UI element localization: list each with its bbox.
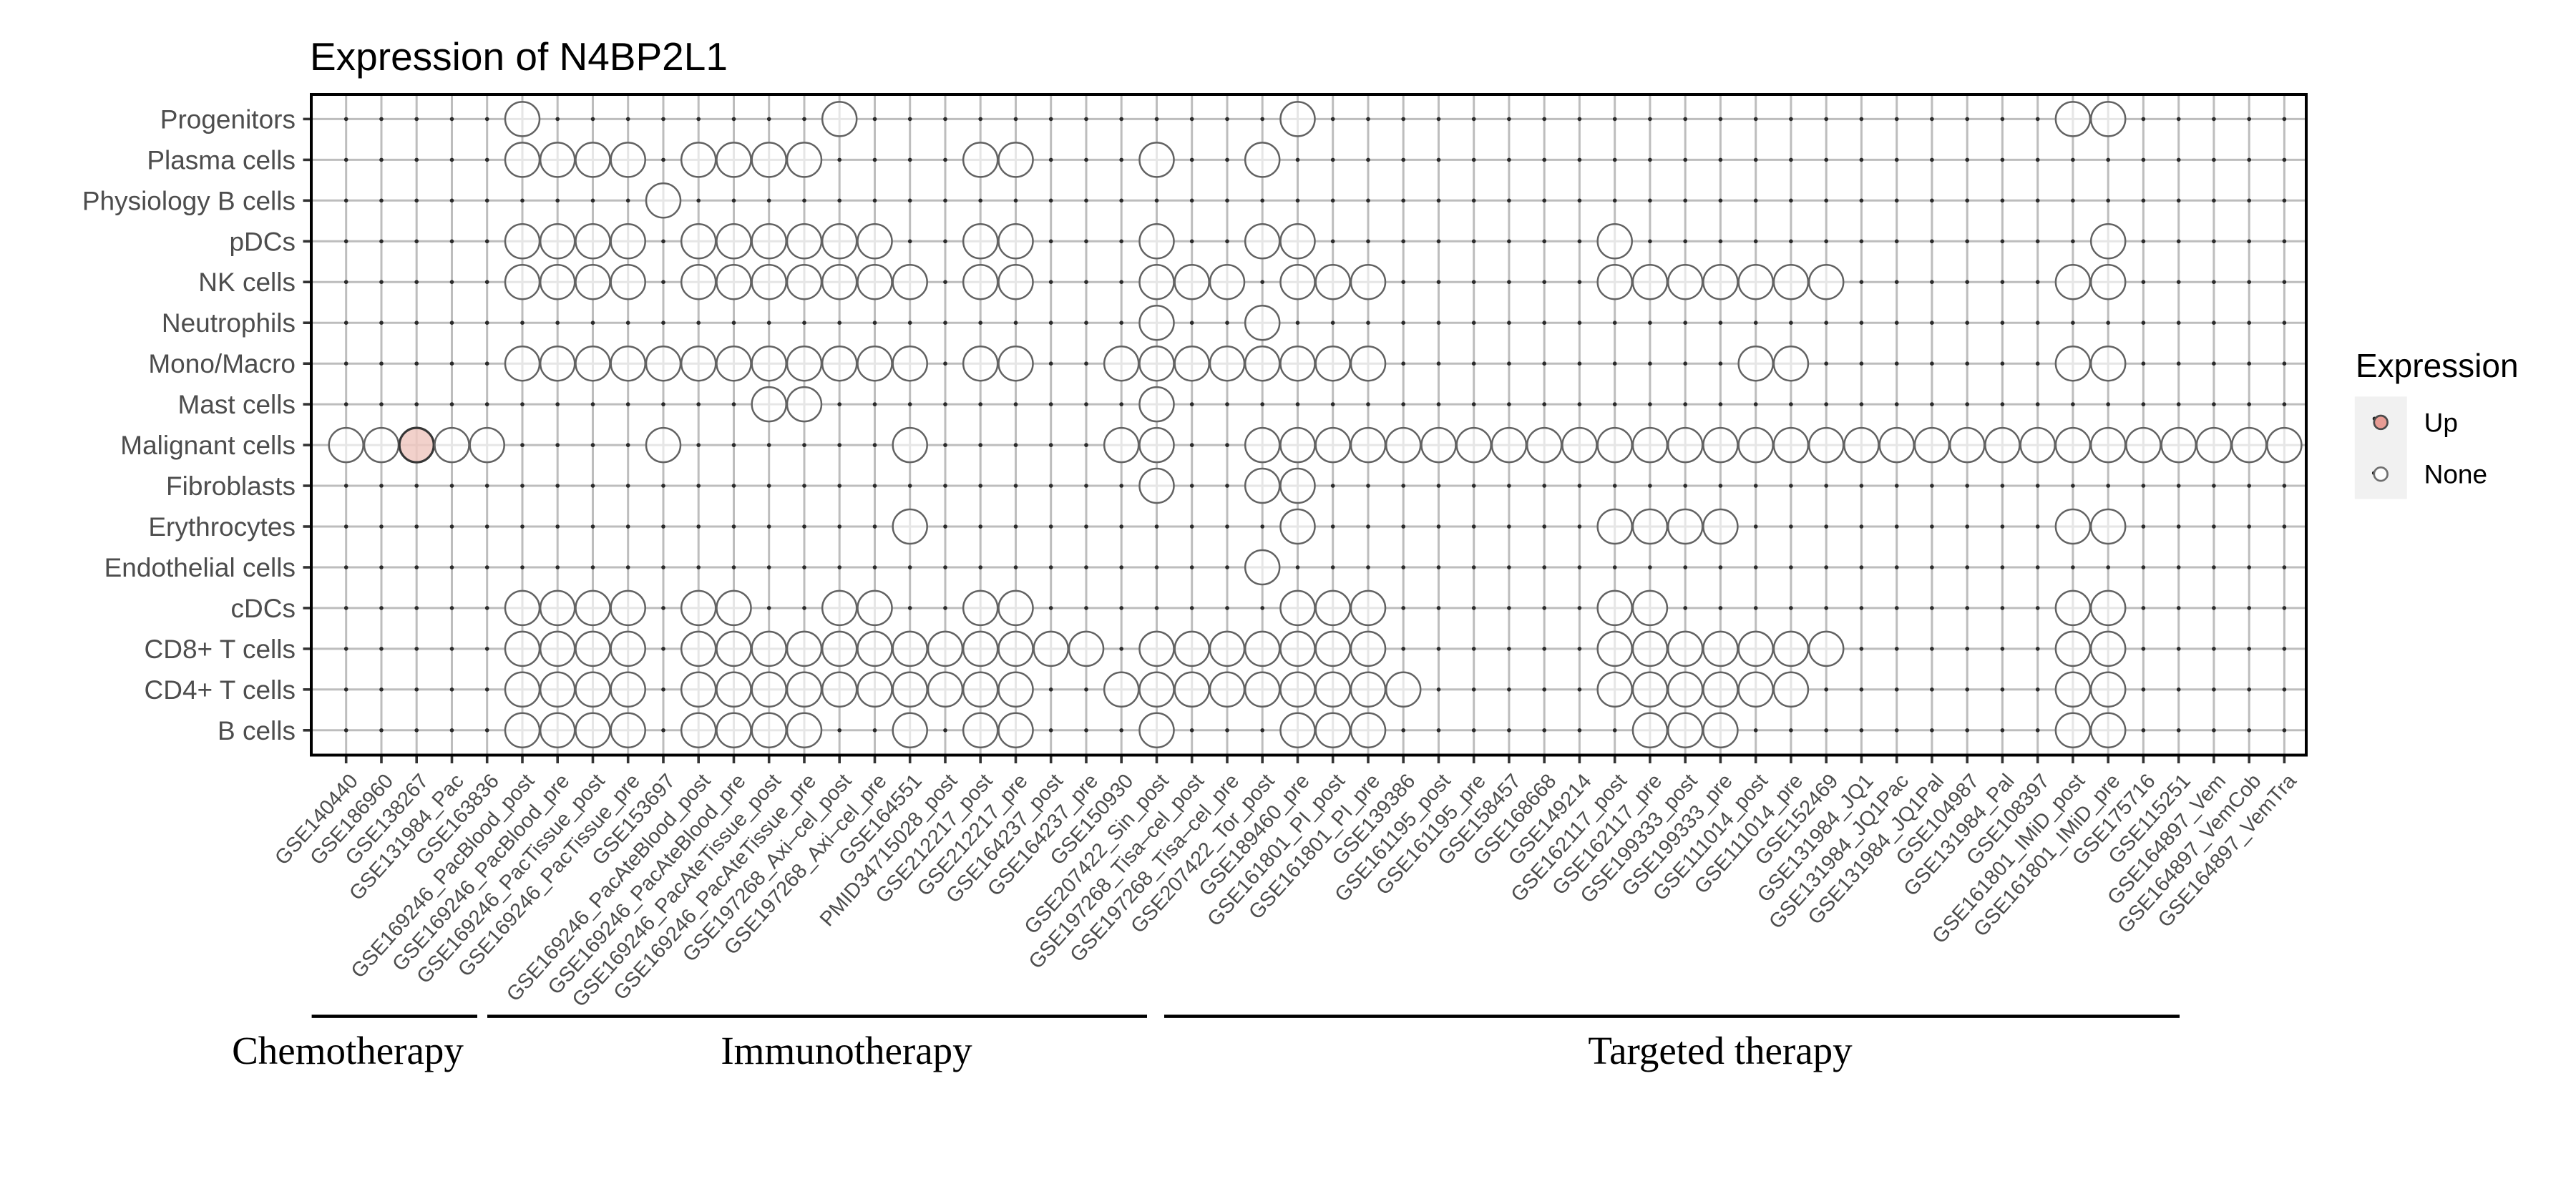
svg-text:Chemotherapy: Chemotherapy [232,1029,464,1072]
svg-text:Fibroblasts: Fibroblasts [166,471,296,501]
svg-text:B cells: B cells [218,716,296,745]
svg-text:Mono/Macro: Mono/Macro [148,349,296,378]
svg-text:Plasma cells: Plasma cells [147,145,296,175]
svg-text:Expression of N4BP2L1: Expression of N4BP2L1 [310,34,728,79]
svg-text:None: None [2424,460,2487,489]
svg-text:NK cells: NK cells [198,268,296,297]
svg-text:CD4+ T cells: CD4+ T cells [145,675,296,705]
svg-text:Targeted therapy: Targeted therapy [1588,1029,1853,1072]
svg-text:Expression: Expression [2356,347,2519,384]
svg-text:CD8+ T cells: CD8+ T cells [145,635,296,664]
svg-text:Erythrocytes: Erythrocytes [148,512,296,542]
svg-text:Endothelial cells: Endothelial cells [104,553,296,582]
svg-text:Progenitors: Progenitors [160,104,296,134]
svg-text:pDCs: pDCs [229,227,296,256]
svg-text:Malignant cells: Malignant cells [120,431,296,460]
svg-text:Up: Up [2424,408,2458,438]
svg-text:Immunotherapy: Immunotherapy [721,1029,972,1072]
svg-text:Mast cells: Mast cells [178,390,296,419]
svg-text:cDCs: cDCs [231,594,296,623]
svg-text:Physiology B cells: Physiology B cells [82,186,296,215]
svg-text:Neutrophils: Neutrophils [162,308,296,338]
